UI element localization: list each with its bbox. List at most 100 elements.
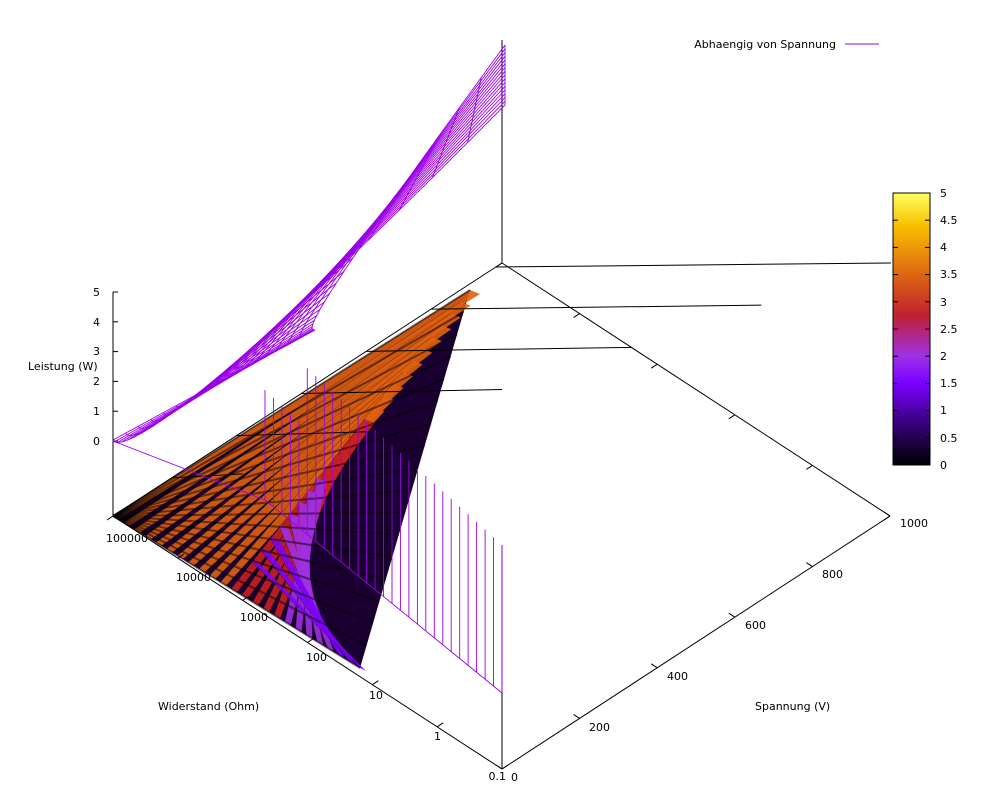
voltage-tick-label: 800	[822, 568, 843, 581]
back-resistance-tick	[171, 473, 243, 479]
resistance-tick	[177, 553, 185, 559]
resistance-tick-label: 10000	[176, 571, 211, 584]
voltage-tick-label: 0	[511, 771, 518, 784]
surface-shade	[112, 515, 387, 581]
mesh-line	[200, 78, 506, 394]
resistance-tick	[501, 764, 509, 770]
z-tick-labels: 0 1 2 3 4 5	[93, 286, 100, 448]
surface-ridge-edge	[187, 371, 404, 563]
mesh-line	[467, 77, 482, 143]
resistance-tick-label: 1	[434, 730, 441, 743]
voltage-tick	[495, 764, 503, 770]
colorbar: 0 0.5 1 1.5 2 2.5 3 3.5 4 4.5 5	[892, 187, 958, 472]
colorbar-tick-labels: 0 0.5 1 1.5 2 2.5 3 3.5 4 4.5 5	[940, 187, 958, 472]
surface-shade	[112, 515, 367, 647]
resistance-tick	[372, 680, 379, 686]
back-resistance-tick	[301, 389, 503, 394]
resistance-tick	[307, 638, 314, 643]
surface-shade	[112, 444, 425, 517]
surface-shade	[112, 515, 380, 603]
mesh-line	[188, 82, 506, 401]
mesh-line	[189, 292, 330, 400]
back-voltage-tick	[495, 262, 503, 268]
mesh-line	[264, 499, 503, 694]
surface-shade	[112, 511, 406, 517]
z-tick-label: 3	[93, 345, 100, 358]
surface-shade	[112, 489, 412, 517]
mesh-line	[162, 309, 321, 420]
resistance-tick-label: 1000	[240, 611, 268, 624]
voltage-tick	[883, 511, 891, 517]
voltage-tick	[573, 713, 580, 719]
colorbar-tick-label: 5	[940, 187, 947, 200]
mesh-line	[125, 100, 506, 436]
mesh-line	[263, 59, 506, 359]
colorbar-tick-label: 4.5	[940, 214, 958, 227]
back-resistance-tick	[366, 346, 632, 352]
back-resistance-tick	[106, 515, 114, 521]
mesh-line	[205, 282, 337, 388]
surface-ridge	[259, 548, 356, 665]
colorbar-tick-label: 1.5	[940, 377, 958, 390]
back-edge-right	[501, 262, 891, 517]
mesh-line	[175, 301, 325, 411]
surface-ridge-edge	[198, 383, 394, 570]
back-resistance-tick	[495, 262, 892, 268]
surface-shade	[112, 515, 399, 536]
surface-ridge-edge	[220, 407, 375, 583]
pm3d-surface	[112, 289, 480, 671]
colorbar-tick-label: 3.5	[940, 268, 958, 281]
mesh-line	[398, 135, 440, 211]
back-voltage-tick	[883, 515, 891, 521]
mesh-line	[137, 97, 506, 429]
legend: Abhaengig von Spannung	[694, 38, 879, 51]
resistance-tick	[112, 511, 120, 517]
mesh-line	[150, 93, 506, 422]
colorbar-tick-label: 2.5	[940, 323, 958, 336]
surface-ridge	[134, 313, 461, 533]
colorbar-tick-label: 0.5	[940, 432, 958, 445]
z-tick-label: 4	[93, 316, 100, 329]
mesh-line	[112, 440, 266, 501]
z-axis-label: Leistung (W)	[28, 360, 98, 373]
voltage-tick-label: 400	[667, 670, 688, 683]
resistance-tick-label: 100000	[106, 532, 148, 545]
resistance-tick	[436, 722, 444, 728]
voltage-tick	[806, 562, 813, 568]
colorbar-tick-label: 3	[940, 296, 947, 309]
colorbar-tick-label: 4	[940, 241, 947, 254]
voltage-tick	[728, 612, 736, 618]
back-voltage-tick	[573, 313, 580, 319]
voltage-axis-label: Spannung (V)	[755, 700, 830, 713]
colorbar-tick-label: 1	[940, 404, 947, 417]
resistance-tick-label: 100	[306, 651, 327, 664]
surface-shade	[112, 400, 438, 517]
colorbar-tick-label: 2	[940, 350, 947, 363]
colorbar-tick-label: 0	[940, 459, 947, 472]
surface-shade	[112, 515, 374, 625]
z-tick-label: 2	[93, 375, 100, 388]
z-tick-label: 5	[93, 286, 100, 299]
back-voltage-tick	[728, 414, 736, 420]
mesh-line	[431, 107, 460, 178]
surface-shade	[112, 466, 419, 517]
resistance-tick	[242, 595, 249, 601]
colorbar-ticks	[893, 192, 930, 466]
mesh-surface	[112, 44, 506, 694]
resistance-tick-label: 0.1	[489, 770, 507, 783]
mesh-line	[223, 270, 345, 373]
mesh-line	[242, 257, 354, 356]
voltage-tick-label: 1000	[900, 517, 928, 530]
resistance-tick-labels: 100000 10000 1000 100 10 1 0.1	[106, 532, 506, 783]
back-voltage-tick	[806, 464, 813, 470]
back-resistance-tick	[431, 304, 762, 310]
surface-shade	[112, 333, 458, 517]
mesh-line	[367, 160, 422, 241]
surface-shade	[112, 311, 465, 517]
voltage-tick-label: 600	[745, 619, 766, 632]
surface-shade	[112, 515, 361, 669]
resistance-tick-label: 10	[369, 689, 383, 702]
axes-frame	[112, 40, 891, 770]
axis-voltage-line	[501, 515, 891, 770]
